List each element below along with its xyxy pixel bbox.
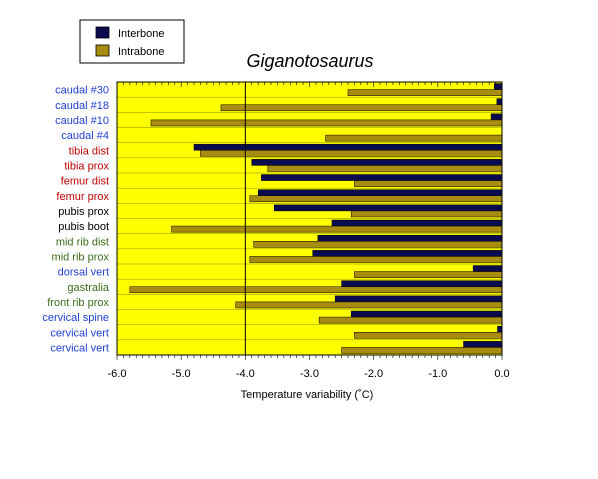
category-label: cervical vert: [50, 327, 109, 339]
category-label: caudal #18: [55, 100, 109, 112]
chart-title: Giganotosaurus: [246, 51, 373, 71]
bar-intrabone: [341, 347, 503, 354]
category-label: gastralia: [67, 282, 109, 294]
bar-interbone: [317, 234, 503, 242]
legend-swatch-intrabone: [95, 44, 110, 57]
category-label: tibia prox: [64, 160, 109, 172]
category-label: caudal #10: [55, 115, 109, 127]
category-labels: caudal #30 caudal #18 caudal #10 caudal #4 t…: [42, 85, 110, 355]
bar-intrabone: [253, 241, 503, 248]
bar-intrabone: [318, 316, 503, 324]
category-label: dorsal vert: [58, 267, 109, 279]
category-label: pubis prox: [58, 206, 109, 218]
bar-interbone: [334, 295, 503, 303]
category-label: cervical vert: [50, 342, 109, 354]
bar-interbone: [257, 189, 503, 197]
bar-intrabone: [325, 134, 503, 142]
bar-interbone: [472, 265, 503, 272]
bar-interbone: [490, 113, 503, 121]
bar-intrabone: [249, 195, 503, 203]
category-label: mid rib prox: [52, 251, 110, 263]
bar-intrabone: [354, 332, 503, 339]
x-tick-label: -2.0: [364, 368, 383, 380]
bars: [129, 83, 503, 354]
category-label: pubis boot: [58, 221, 109, 233]
bar-interbone: [496, 98, 503, 106]
bar-intrabone: [354, 271, 503, 278]
legend-label-interbone: Interbone: [118, 28, 164, 40]
top-minor-ticks: [116, 82, 503, 87]
bar-interbone: [497, 325, 503, 333]
category-label: femur dist: [61, 176, 109, 188]
category-label: mid rib dist: [56, 236, 109, 248]
gridlines: [117, 96, 502, 341]
bar-intrabone: [347, 89, 503, 96]
bar-intrabone: [150, 119, 503, 127]
bar-interbone: [312, 250, 503, 257]
x-tick-label: -1.0: [428, 368, 447, 380]
x-tick-label: -4.0: [236, 368, 255, 380]
bar-interbone: [193, 143, 503, 151]
category-label: tibia dist: [69, 145, 109, 157]
x-tick-label: -6.0: [108, 368, 127, 380]
x-axis-ticks: -6.0 -5.0 -4.0 -3.0 -2.0 -1.0 0.0: [108, 355, 510, 380]
bar-intrabone: [350, 210, 503, 218]
bar-interbone: [350, 310, 503, 318]
x-axis-title: Temperature variability (˚C): [241, 389, 374, 401]
legend: Interbone Intrabone: [79, 19, 185, 64]
category-label: caudal #4: [61, 130, 109, 142]
bar-interbone: [463, 341, 503, 348]
legend-swatch-interbone: [95, 26, 110, 39]
legend-label-intrabone: Intrabone: [118, 46, 164, 58]
category-label: femur prox: [56, 191, 109, 203]
bar-interbone: [341, 280, 503, 287]
bar-intrabone: [249, 256, 503, 263]
x-tick-label: -5.0: [172, 368, 191, 380]
bar-intrabone: [267, 165, 503, 172]
bar-intrabone: [354, 180, 503, 187]
x-tick-label: -3.0: [300, 368, 319, 380]
category-label: cervical spine: [42, 312, 109, 324]
bar-intrabone: [129, 286, 503, 294]
category-label: front rib prox: [47, 297, 109, 309]
bar-intrabone: [220, 104, 503, 112]
bar-interbone: [273, 204, 503, 212]
bar-interbone: [251, 159, 503, 166]
x-tick-label: 0.0: [494, 368, 509, 380]
bar-interbone: [261, 174, 503, 181]
bar-intrabone: [235, 301, 503, 309]
bar-interbone: [331, 219, 503, 227]
bar-intrabone: [171, 225, 503, 233]
category-label: caudal #30: [55, 85, 109, 97]
